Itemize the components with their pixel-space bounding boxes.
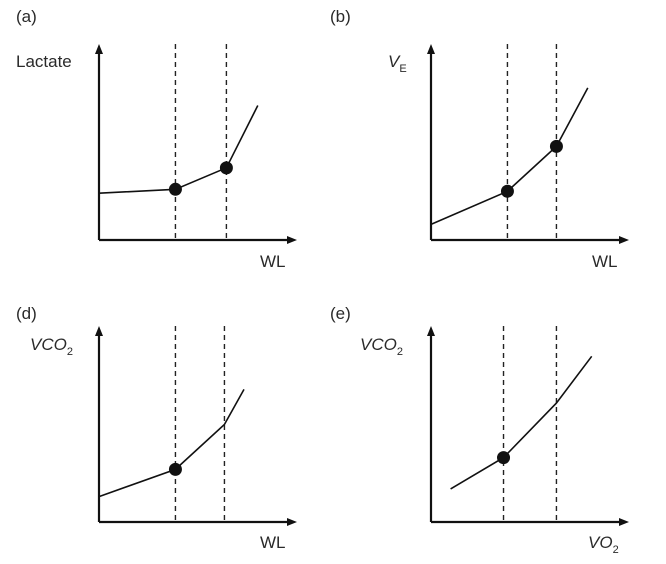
y-axis-label-d: VCO2 (30, 335, 73, 358)
x-axis-label-d-text: WL (260, 533, 286, 552)
panel-label-b: (b) (330, 7, 351, 26)
y-axis-label-b-subscript: E (399, 63, 406, 75)
panel-d: (d) VCO2 WL (16, 304, 297, 552)
threshold-marker-e-1 (497, 451, 511, 465)
y-axis-arrow-a (95, 44, 103, 54)
y-axis-label-b-text: V (388, 52, 401, 71)
x-axis-label-b: WL (592, 252, 618, 271)
x-axis-arrow-e (619, 518, 629, 526)
x-axis-label-b-text: WL (592, 252, 618, 271)
panel-label-e: (e) (330, 304, 351, 323)
x-axis-label-e-text: VO (588, 533, 613, 552)
panel-label-a: (a) (16, 7, 37, 26)
response-curve-d (98, 389, 245, 498)
panel-label-d: (d) (16, 304, 37, 323)
y-axis-label-d-subscript: 2 (67, 346, 73, 358)
threshold-marker-d-1 (168, 462, 182, 476)
x-axis-arrow-a (287, 236, 297, 244)
response-curve-e (450, 355, 593, 490)
x-axis-label-a: WL (260, 252, 286, 271)
threshold-marker-b-1 (500, 184, 514, 198)
y-axis-label-e-text: VCO (360, 335, 397, 354)
x-axis-label-a-text: WL (260, 252, 286, 271)
y-axis-label-a-text: Lactate (16, 52, 72, 71)
x-axis-label-d: WL (260, 533, 286, 552)
y-axis-arrow-e (427, 326, 435, 336)
x-axis-label-e: VO2 (588, 533, 619, 556)
y-axis-label-e-subscript: 2 (397, 346, 403, 358)
y-axis-label-e: VCO2 (360, 335, 403, 358)
panel-a: (a) Lactate WL (16, 7, 297, 271)
x-axis-label-e-subscript: 2 (613, 544, 619, 556)
y-axis-arrow-d (95, 326, 103, 336)
response-curve-a (98, 105, 259, 194)
panel-b: (b) VE WL (330, 7, 629, 271)
threshold-marker-b-2 (549, 139, 563, 153)
response-curve-b (430, 87, 589, 226)
threshold-marker-a-2 (219, 161, 233, 175)
x-axis-arrow-b (619, 236, 629, 244)
threshold-marker-a-1 (168, 182, 182, 196)
y-axis-label-d-text: VCO (30, 335, 67, 354)
y-axis-arrow-b (427, 44, 435, 54)
y-axis-label-b: VE (388, 52, 407, 75)
x-axis-arrow-d (287, 518, 297, 526)
y-axis-label-a: Lactate (16, 52, 72, 71)
